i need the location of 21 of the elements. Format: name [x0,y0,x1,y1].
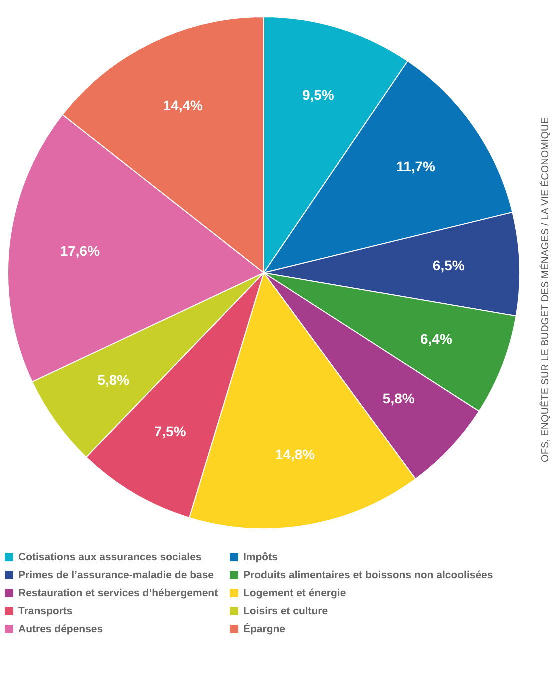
legend-label: Impôts [244,551,278,564]
data-label: 5,8% [98,372,130,388]
legend-label: Logement et énergie [244,587,346,600]
data-label: 7,5% [154,424,187,440]
data-label: 14,8% [275,446,316,462]
legend-label: Cotisations aux assurances sociales [18,551,202,564]
legend-label: Loisirs et culture [244,605,328,618]
data-label: 17,6% [60,243,101,260]
legend-label: Primes de l’assurance-maladie de base [18,569,214,582]
legend-label: Restauration et services d’hébergement [18,587,219,600]
legend-label: Produits alimentaires et boissons non alcoolisées [244,569,494,582]
source-note: OFS, ENQUÊTE SUR LE BUDGET DES MÉNAGES / LA VIE ÉCONOMIQUE [540,118,552,462]
data-label: 11,7% [396,158,436,175]
legend-label: Autres dépenses [18,623,104,636]
data-label: 5,8% [382,390,416,407]
data-label: 14,4% [163,98,204,114]
data-label: 6,5% [432,258,466,274]
data-label: 6,4% [420,331,453,348]
data-label: 9,5% [302,87,335,104]
legend-label: Épargne [244,622,286,636]
legend-label: Transports [18,605,73,618]
